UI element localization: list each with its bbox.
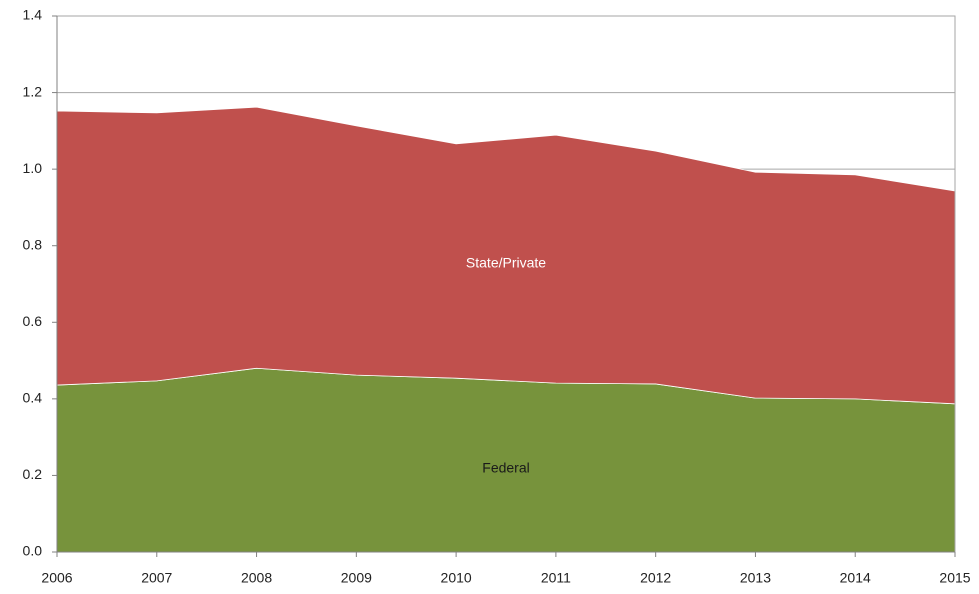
- x-tick-label: 2014: [840, 570, 871, 586]
- y-tick-label: 0.0: [23, 543, 43, 559]
- x-tick-label: 2007: [141, 570, 172, 586]
- x-tick-label: 2008: [241, 570, 272, 586]
- area-label: State/Private: [466, 255, 546, 271]
- y-tick-label: 1.4: [23, 7, 43, 23]
- x-tick-label: 2015: [939, 570, 970, 586]
- x-tick-label: 2006: [41, 570, 72, 586]
- y-tick-label: 0.8: [23, 236, 43, 252]
- x-tick-label: 2009: [341, 570, 372, 586]
- x-tick-label: 2012: [640, 570, 671, 586]
- y-tick-label: 1.2: [23, 83, 43, 99]
- y-tick-label: 0.2: [23, 466, 43, 482]
- y-tick-label: 0.4: [23, 390, 43, 406]
- area-label: Federal: [482, 459, 529, 475]
- x-tick-label: 2011: [541, 570, 571, 586]
- y-tick-label: 0.6: [23, 313, 43, 329]
- x-tick-label: 2010: [441, 570, 472, 586]
- y-tick-label: 1.0: [23, 160, 43, 176]
- x-tick-label: 2013: [740, 570, 771, 586]
